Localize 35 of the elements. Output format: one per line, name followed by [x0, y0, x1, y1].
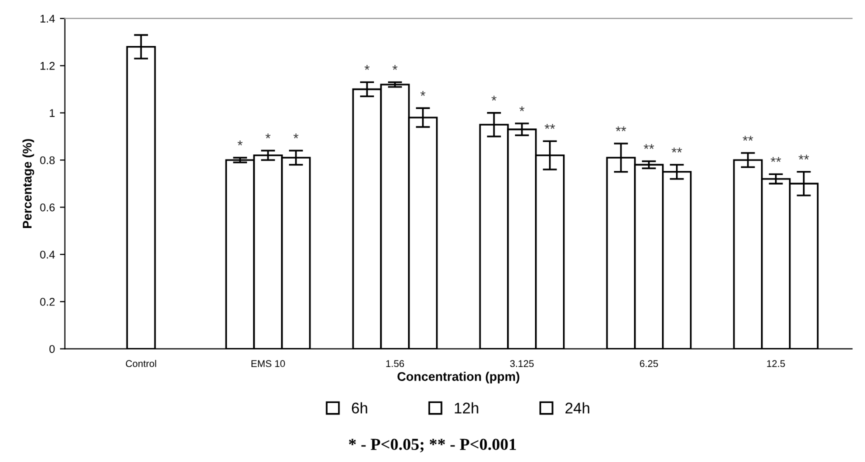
data-label: **: [644, 144, 654, 149]
data-label: **: [544, 124, 556, 129]
data-label: *: [364, 65, 370, 70]
y-tick-label: 0.6: [40, 204, 55, 212]
x-tick-label: 3.125: [510, 360, 534, 368]
y-tick-label: 0.4: [40, 250, 55, 259]
data-label: **: [742, 136, 754, 141]
y-axis-title: Percentage (%): [22, 139, 34, 228]
legend-label: 12h: [454, 402, 478, 414]
legend-label: 6h: [352, 402, 368, 414]
x-tick-label: EMS 10: [252, 360, 285, 368]
legend-label: 24h: [565, 402, 590, 414]
x-tick-label: 12.5: [767, 360, 785, 368]
data-label: **: [798, 154, 809, 160]
data-label: *: [293, 133, 298, 138]
y-tick-label: 1.2: [40, 62, 55, 70]
data-label: **: [616, 126, 626, 132]
data-label: *: [492, 96, 496, 101]
data-label: *: [519, 106, 524, 112]
data-label: *: [392, 65, 398, 70]
x-tick-label: 6.25: [640, 360, 658, 368]
x-tick-label: Control: [126, 360, 156, 368]
data-label: *: [420, 90, 426, 96]
data-label: *: [238, 140, 243, 146]
x-axis-title: Concentration (ppm): [398, 372, 520, 384]
x-tick-label: 1.56: [386, 360, 404, 368]
text: * - P<0.05; ** - P<0.001: [348, 438, 516, 452]
y-tick-label: 0.8: [40, 156, 55, 164]
y-tick-label: 0: [49, 345, 55, 353]
data-label: **: [770, 157, 782, 162]
y-tick-label: 1: [50, 109, 55, 117]
y-tick-label: 1.4: [40, 14, 55, 23]
y-tick-label: 0.2: [40, 298, 55, 306]
data-label: *: [266, 133, 270, 138]
data-label: **: [672, 148, 682, 152]
